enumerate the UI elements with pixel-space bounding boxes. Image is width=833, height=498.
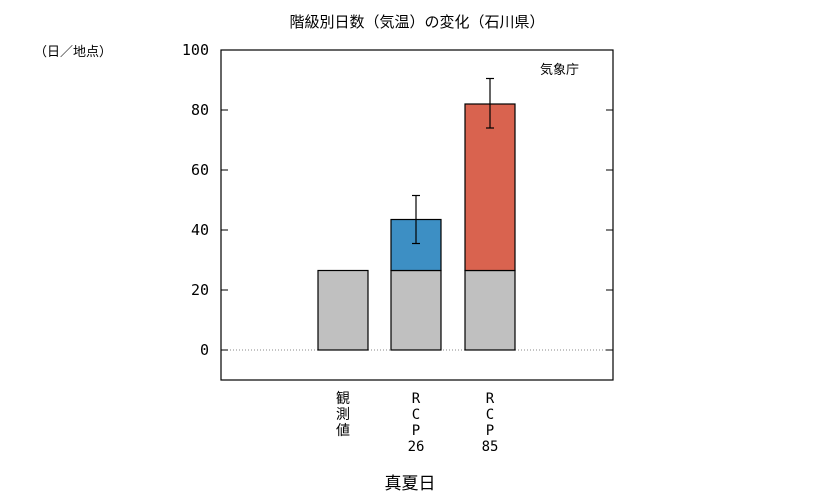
- category-label: 測: [336, 407, 350, 423]
- bars: [317, 103, 516, 351]
- bar-baseline: [390, 269, 442, 351]
- y-tick-label: 60: [191, 161, 209, 179]
- unit-label: （日／地点）: [34, 45, 112, 60]
- y-axis: 0 20 40 60 80 100: [182, 41, 613, 359]
- y-tick-label: 20: [191, 281, 209, 299]
- category-label: 値: [336, 423, 350, 439]
- y-tick-label: 100: [182, 41, 209, 59]
- credit-label: 気象庁: [540, 62, 579, 78]
- category-label: P: [412, 423, 420, 439]
- chart-title: 階級別日数（気温）の変化（石川県）: [289, 13, 544, 31]
- category-label: 26: [408, 439, 425, 455]
- error-bars: [412, 77, 494, 245]
- category-label: R: [486, 391, 495, 407]
- bar-baseline: [317, 269, 369, 351]
- category-label: 85: [482, 439, 499, 455]
- category-label: 観: [336, 390, 350, 407]
- plot-frame: [220, 49, 614, 381]
- category-label: C: [486, 407, 494, 423]
- category-label: P: [486, 423, 494, 439]
- category-label: C: [412, 407, 420, 423]
- bar-increase: [464, 103, 516, 272]
- y-tick-label: 0: [200, 341, 209, 359]
- y-tick-label: 40: [191, 221, 209, 239]
- x-axis-label: 真夏日: [385, 474, 436, 494]
- y-tick-label: 80: [191, 101, 209, 119]
- category-label: R: [412, 391, 421, 407]
- bar-baseline: [464, 269, 516, 351]
